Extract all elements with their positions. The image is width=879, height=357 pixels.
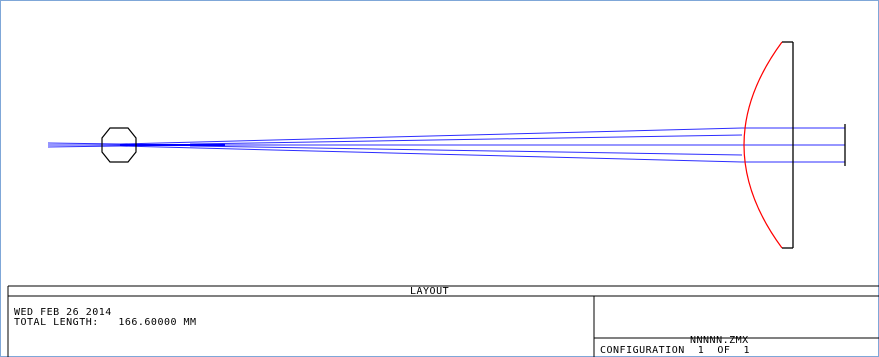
plot-date: WED FEB 26 2014 (14, 307, 112, 318)
ray-lower-2 (189, 145, 743, 156)
file-name: NNNNN.ZMX (690, 335, 749, 346)
ray-lower (119, 145, 743, 163)
lens-curved-surface (743, 41, 783, 249)
ray-upper (119, 127, 743, 145)
ray-lower-bundle (47, 145, 121, 148)
layout-title: LAYOUT (410, 286, 450, 297)
configuration-label: CONFIGURATION 1 OF 1 (600, 345, 750, 356)
ray-upper-2 (189, 134, 743, 145)
source-octagon-icon (101, 127, 137, 163)
title-block (7, 285, 879, 357)
total-length: TOTAL LENGTH: 166.60000 MM (14, 317, 197, 328)
ray-upper-bundle (47, 142, 121, 145)
